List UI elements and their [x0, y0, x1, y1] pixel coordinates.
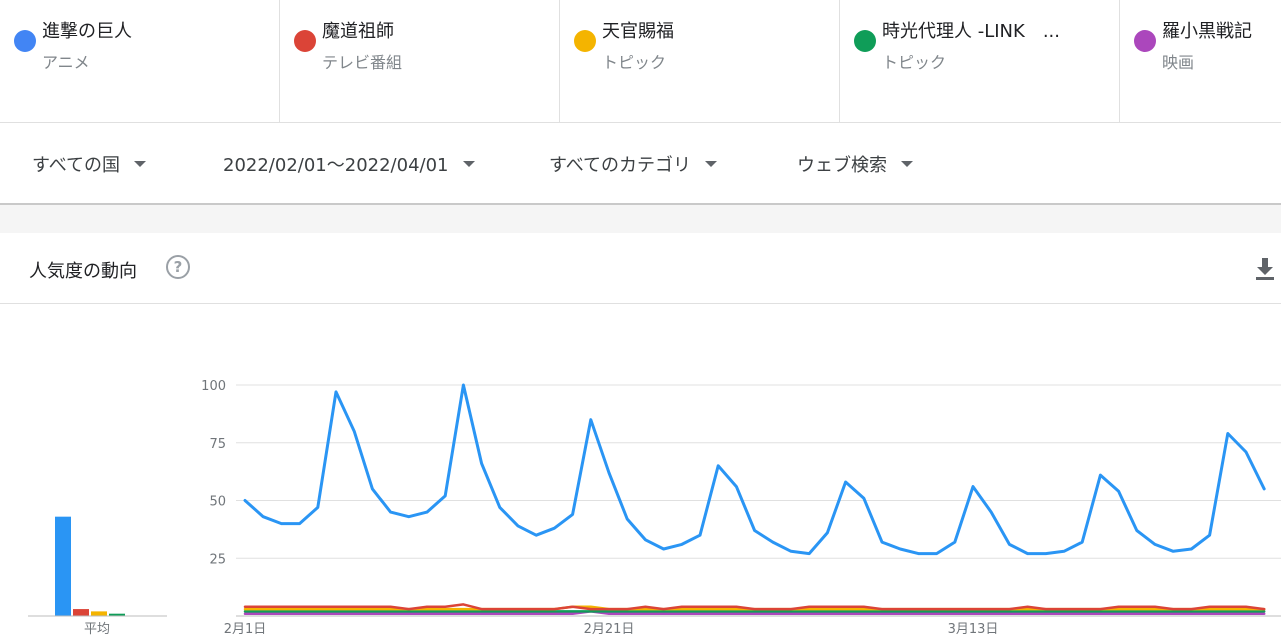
caret-down-icon — [901, 161, 913, 167]
divider-shadow — [0, 203, 1281, 205]
chart-gridlines — [236, 384, 1281, 617]
term-type: テレビ番組 — [322, 53, 403, 72]
average-bar-1 — [55, 516, 71, 616]
term-color-dot — [1134, 30, 1156, 52]
average-bar-3 — [91, 611, 107, 616]
term-name: 天官賜福 — [602, 21, 674, 42]
caret-down-icon — [462, 161, 475, 167]
section-gap — [0, 205, 1281, 233]
x-tick-label: 3月13日 — [948, 622, 999, 637]
average-bars — [28, 516, 167, 617]
region-label: すべての国 — [32, 155, 121, 176]
average-bar-4 — [109, 613, 125, 616]
date-range-label: 2022/02/01～2022/04/01 — [223, 155, 449, 176]
series-line-1 — [243, 383, 1266, 556]
y-tick-label: 50 — [209, 495, 226, 510]
x-tick-label: 2月1日 — [224, 622, 267, 637]
term-color-dot — [574, 30, 596, 52]
download-icon[interactable] — [1254, 257, 1276, 281]
search-type-label: ウェブ検索 — [797, 155, 887, 176]
card-title: 人気度の動向 — [29, 261, 137, 282]
average-bar-2 — [73, 609, 89, 616]
term-type: トピック — [602, 53, 667, 72]
term-type: 映画 — [1162, 53, 1195, 72]
term-type: アニメ — [42, 53, 90, 72]
chart-labels: 25 50 75 100 2月1日 2月21日 3月13日 平均 — [84, 379, 998, 637]
chart-series — [243, 383, 1266, 615]
term-card-5[interactable]: 羅小黒戦記 映画 — [1120, 0, 1281, 122]
interest-card-header: 人気度の動向 ? — [0, 233, 1281, 304]
term-name: 時光代理人 -LINK ... — [882, 21, 1060, 42]
average-label: 平均 — [84, 622, 110, 637]
interest-over-time-chart: 25 50 75 100 2月1日 2月21日 3月13日 平均 — [28, 379, 1281, 637]
term-name: 魔道祖師 — [322, 21, 394, 42]
help-icon[interactable]: ? — [166, 255, 190, 279]
term-card-3[interactable]: 天官賜福 トピック — [560, 0, 840, 122]
y-tick-label: 25 — [209, 552, 226, 567]
series-line-5 — [243, 610, 1266, 615]
term-card-2[interactable]: 魔道祖師 テレビ番組 — [280, 0, 560, 122]
x-tick-label: 2月21日 — [584, 622, 635, 637]
term-color-dot — [14, 30, 36, 52]
region-dropdown[interactable]: すべての国 — [32, 151, 147, 177]
term-type: トピック — [882, 53, 947, 72]
comparison-terms-bar: 進撃の巨人 アニメ 魔道祖師 テレビ番組 天官賜福 トピック 時光代理人 -LI… — [0, 0, 1281, 123]
filters-bar: すべての国 2022/02/01～2022/04/01 すべてのカテゴリ ウェブ… — [0, 123, 1281, 203]
series-line-2 — [243, 603, 1266, 611]
date-range-dropdown[interactable]: 2022/02/01～2022/04/01 — [223, 151, 475, 177]
y-tick-label: 75 — [209, 437, 226, 452]
term-name: 進撃の巨人 — [42, 21, 132, 42]
term-name: 羅小黒戦記 — [1162, 21, 1252, 42]
category-dropdown[interactable]: すべてのカテゴリ — [549, 151, 718, 177]
term-color-dot — [294, 30, 316, 52]
caret-down-icon — [705, 161, 718, 167]
term-card-4[interactable]: 時光代理人 -LINK ... トピック — [840, 0, 1120, 122]
y-tick-label: 100 — [201, 379, 226, 394]
search-type-dropdown[interactable]: ウェブ検索 — [797, 151, 913, 177]
category-label: すべてのカテゴリ — [549, 155, 692, 176]
caret-down-icon — [134, 161, 147, 167]
term-card-1[interactable]: 進撃の巨人 アニメ — [0, 0, 280, 122]
term-color-dot — [854, 30, 876, 52]
